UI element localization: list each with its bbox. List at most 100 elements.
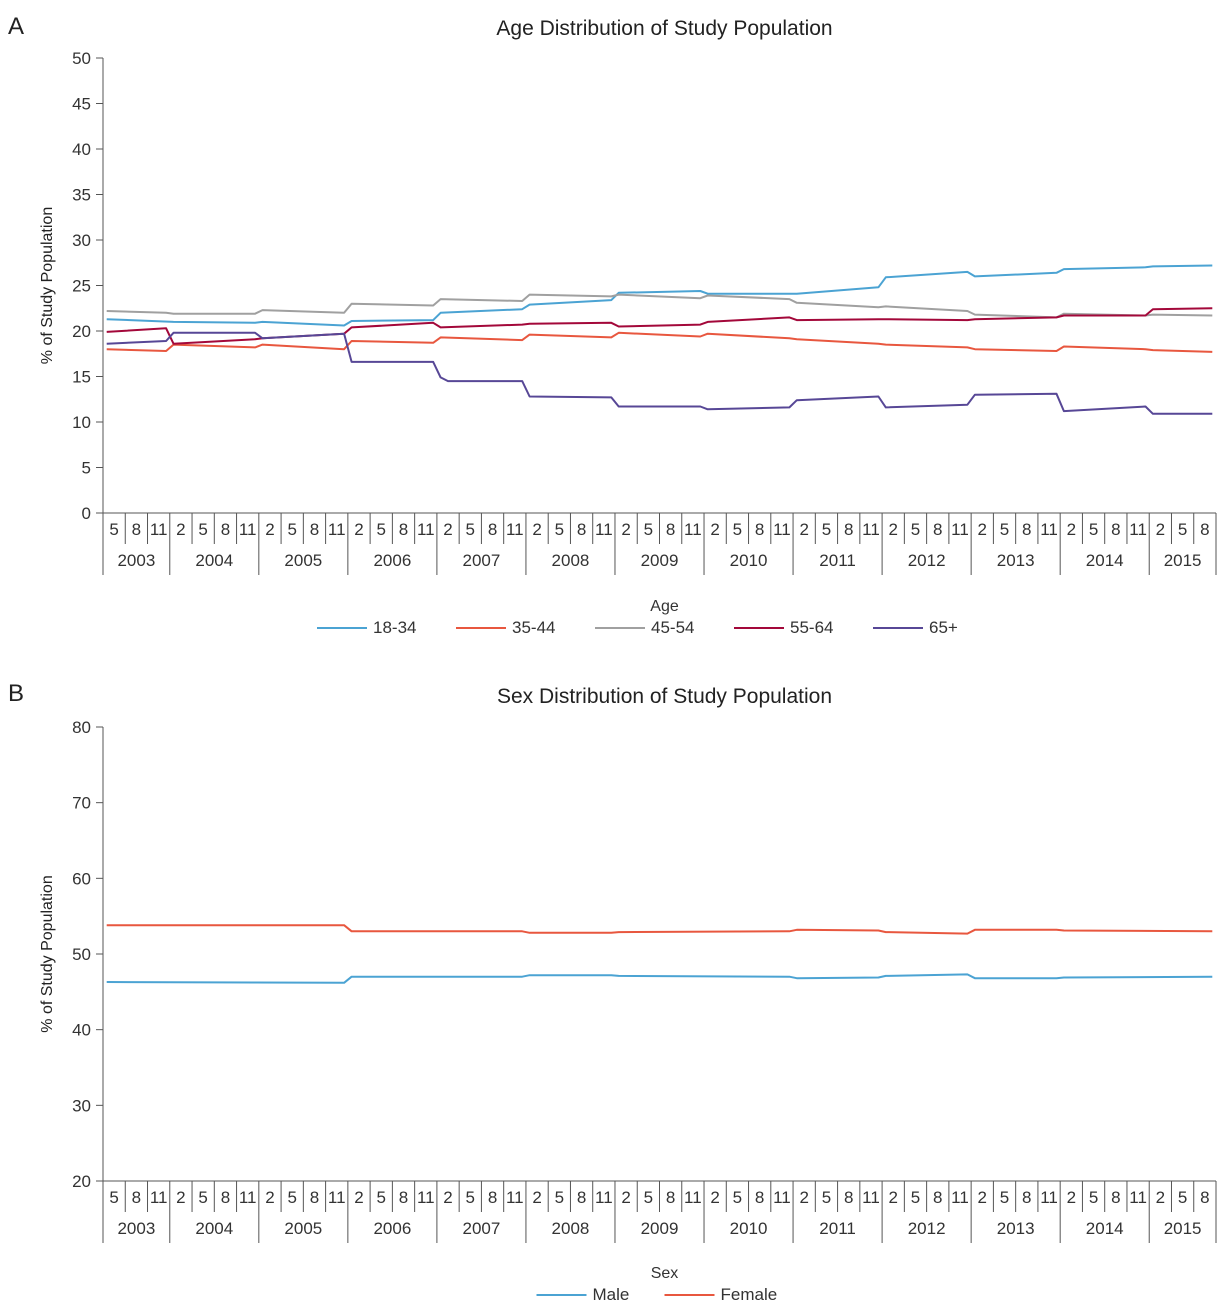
x-year-label: 2011 <box>819 551 856 570</box>
legend-label: Female <box>721 1285 778 1304</box>
series-line-45-54 <box>106 293 1213 319</box>
x-month-tick-label: 2 <box>354 520 363 539</box>
x-month-tick-label: 2 <box>176 520 185 539</box>
x-month-tick-label: 2 <box>621 520 630 539</box>
legend-label: 55-64 <box>790 618 833 637</box>
x-month-tick-label: 8 <box>844 520 853 539</box>
x-month-tick-label: 8 <box>488 1188 497 1207</box>
x-month-tick-label: 2 <box>888 520 897 539</box>
y-tick-label: 60 <box>72 869 91 888</box>
x-year-label: 2013 <box>997 551 1035 570</box>
x-month-tick-label: 11 <box>506 1188 524 1207</box>
x-month-tick-label: 11 <box>417 520 435 539</box>
x-month-tick-label: 5 <box>1000 520 1009 539</box>
x-month-tick-label: 11 <box>1040 1188 1058 1207</box>
y-tick-label: 15 <box>72 368 91 387</box>
x-month-tick-label: 5 <box>377 520 386 539</box>
x-month-tick-label: 5 <box>1178 1188 1187 1207</box>
x-year-label: 2010 <box>730 551 768 570</box>
x-month-tick-label: 5 <box>911 520 920 539</box>
x-month-tick-label: 2 <box>710 520 719 539</box>
x-month-tick-label: 8 <box>488 520 497 539</box>
x-month-tick-label: 8 <box>577 1188 586 1207</box>
series-line-male <box>106 973 1213 984</box>
x-month-tick-label: 5 <box>822 520 831 539</box>
x-month-tick-label: 11 <box>328 1188 346 1207</box>
x-month-tick-label: 8 <box>666 1188 675 1207</box>
panel-letter: B <box>8 680 24 707</box>
x-month-tick-label: 8 <box>755 1188 764 1207</box>
chart-panel-a: A Age Distribution of Study Population 0 5 1… <box>8 13 1217 637</box>
x-month-tick-label: 11 <box>1040 520 1058 539</box>
x-year-label: 2008 <box>552 551 590 570</box>
legend-item: 65+ <box>873 618 958 637</box>
x-month-tick-label: 2 <box>265 520 274 539</box>
x-month-tick-label: 11 <box>417 1188 435 1207</box>
x-month-tick-label: 2 <box>799 520 808 539</box>
x-month-tick-label: 11 <box>862 520 880 539</box>
x-month-tick-label: 5 <box>822 1188 831 1207</box>
x-year-label: 2006 <box>373 1219 411 1238</box>
x-month-tick-label: 5 <box>555 1188 564 1207</box>
x-year-label: 2008 <box>552 1219 590 1238</box>
x-month-tick-label: 8 <box>1200 1188 1209 1207</box>
legend-label: 45-54 <box>651 618 694 637</box>
x-month-tick-label: 2 <box>1067 520 1076 539</box>
x-year-label: 2004 <box>195 1219 233 1238</box>
x-month-tick-label: 2 <box>354 1188 363 1207</box>
panel-letter: A <box>8 13 24 40</box>
legend-label: 18-34 <box>373 618 416 637</box>
x-year-label: 2014 <box>1086 551 1124 570</box>
x-month-tick-label: 8 <box>221 1188 230 1207</box>
x-month-tick-label: 2 <box>799 1188 808 1207</box>
x-month-tick-label: 11 <box>506 520 524 539</box>
x-month-tick-label: 11 <box>328 520 346 539</box>
y-tick-label: 20 <box>72 322 91 341</box>
x-month-tick-label: 2 <box>888 1188 897 1207</box>
y-tick-label: 80 <box>72 718 91 737</box>
y-tick-label: 35 <box>72 186 91 205</box>
x-month-tick-label: 5 <box>287 520 296 539</box>
x-month-tick-label: 5 <box>733 1188 742 1207</box>
x-month-tick-label: 11 <box>595 520 613 539</box>
x-year-label: 2012 <box>908 1219 946 1238</box>
x-year-label: 2007 <box>463 551 501 570</box>
series-line-18-34 <box>106 264 1213 327</box>
x-month-tick-label: 8 <box>1111 1188 1120 1207</box>
x-month-tick-label: 8 <box>310 1188 319 1207</box>
y-tick-label: 0 <box>82 504 91 523</box>
x-month-tick-label: 11 <box>773 1188 791 1207</box>
x-month-tick-label: 5 <box>911 1188 920 1207</box>
y-axis-label: % of Study Population <box>39 207 56 364</box>
x-month-tick-label: 8 <box>310 520 319 539</box>
chart-title: Age Distribution of Study Population <box>496 17 832 40</box>
y-tick-label: 40 <box>72 140 91 159</box>
x-year-label: 2004 <box>195 551 233 570</box>
x-year-label: 2013 <box>997 1219 1035 1238</box>
x-month-tick-label: 11 <box>150 520 168 539</box>
x-year-label: 2015 <box>1164 551 1202 570</box>
y-tick-label: 5 <box>82 459 91 478</box>
x-month-tick-label: 11 <box>684 1188 702 1207</box>
x-month-tick-label: 2 <box>1156 1188 1165 1207</box>
x-month-tick-label: 8 <box>1200 520 1209 539</box>
x-month-tick-label: 8 <box>666 520 675 539</box>
series-line-65- <box>106 331 1213 415</box>
x-month-tick-label: 5 <box>1089 520 1098 539</box>
x-month-tick-label: 5 <box>1089 1188 1098 1207</box>
x-month-tick-label: 8 <box>221 520 230 539</box>
x-month-tick-label: 2 <box>978 1188 987 1207</box>
y-tick-label: 10 <box>72 413 91 432</box>
legend-item: 55-64 <box>734 618 833 637</box>
x-year-label: 2006 <box>373 551 411 570</box>
x-month-tick-label: 5 <box>733 520 742 539</box>
x-month-tick-label: 5 <box>109 1188 118 1207</box>
x-month-tick-label: 8 <box>933 520 942 539</box>
x-year-label: 2005 <box>284 1219 322 1238</box>
x-month-tick-label: 2 <box>710 1188 719 1207</box>
series-line-35-44 <box>106 331 1213 353</box>
x-year-label: 2015 <box>1164 1219 1202 1238</box>
x-month-tick-label: 11 <box>684 520 702 539</box>
x-month-tick-label: 11 <box>150 1188 168 1207</box>
